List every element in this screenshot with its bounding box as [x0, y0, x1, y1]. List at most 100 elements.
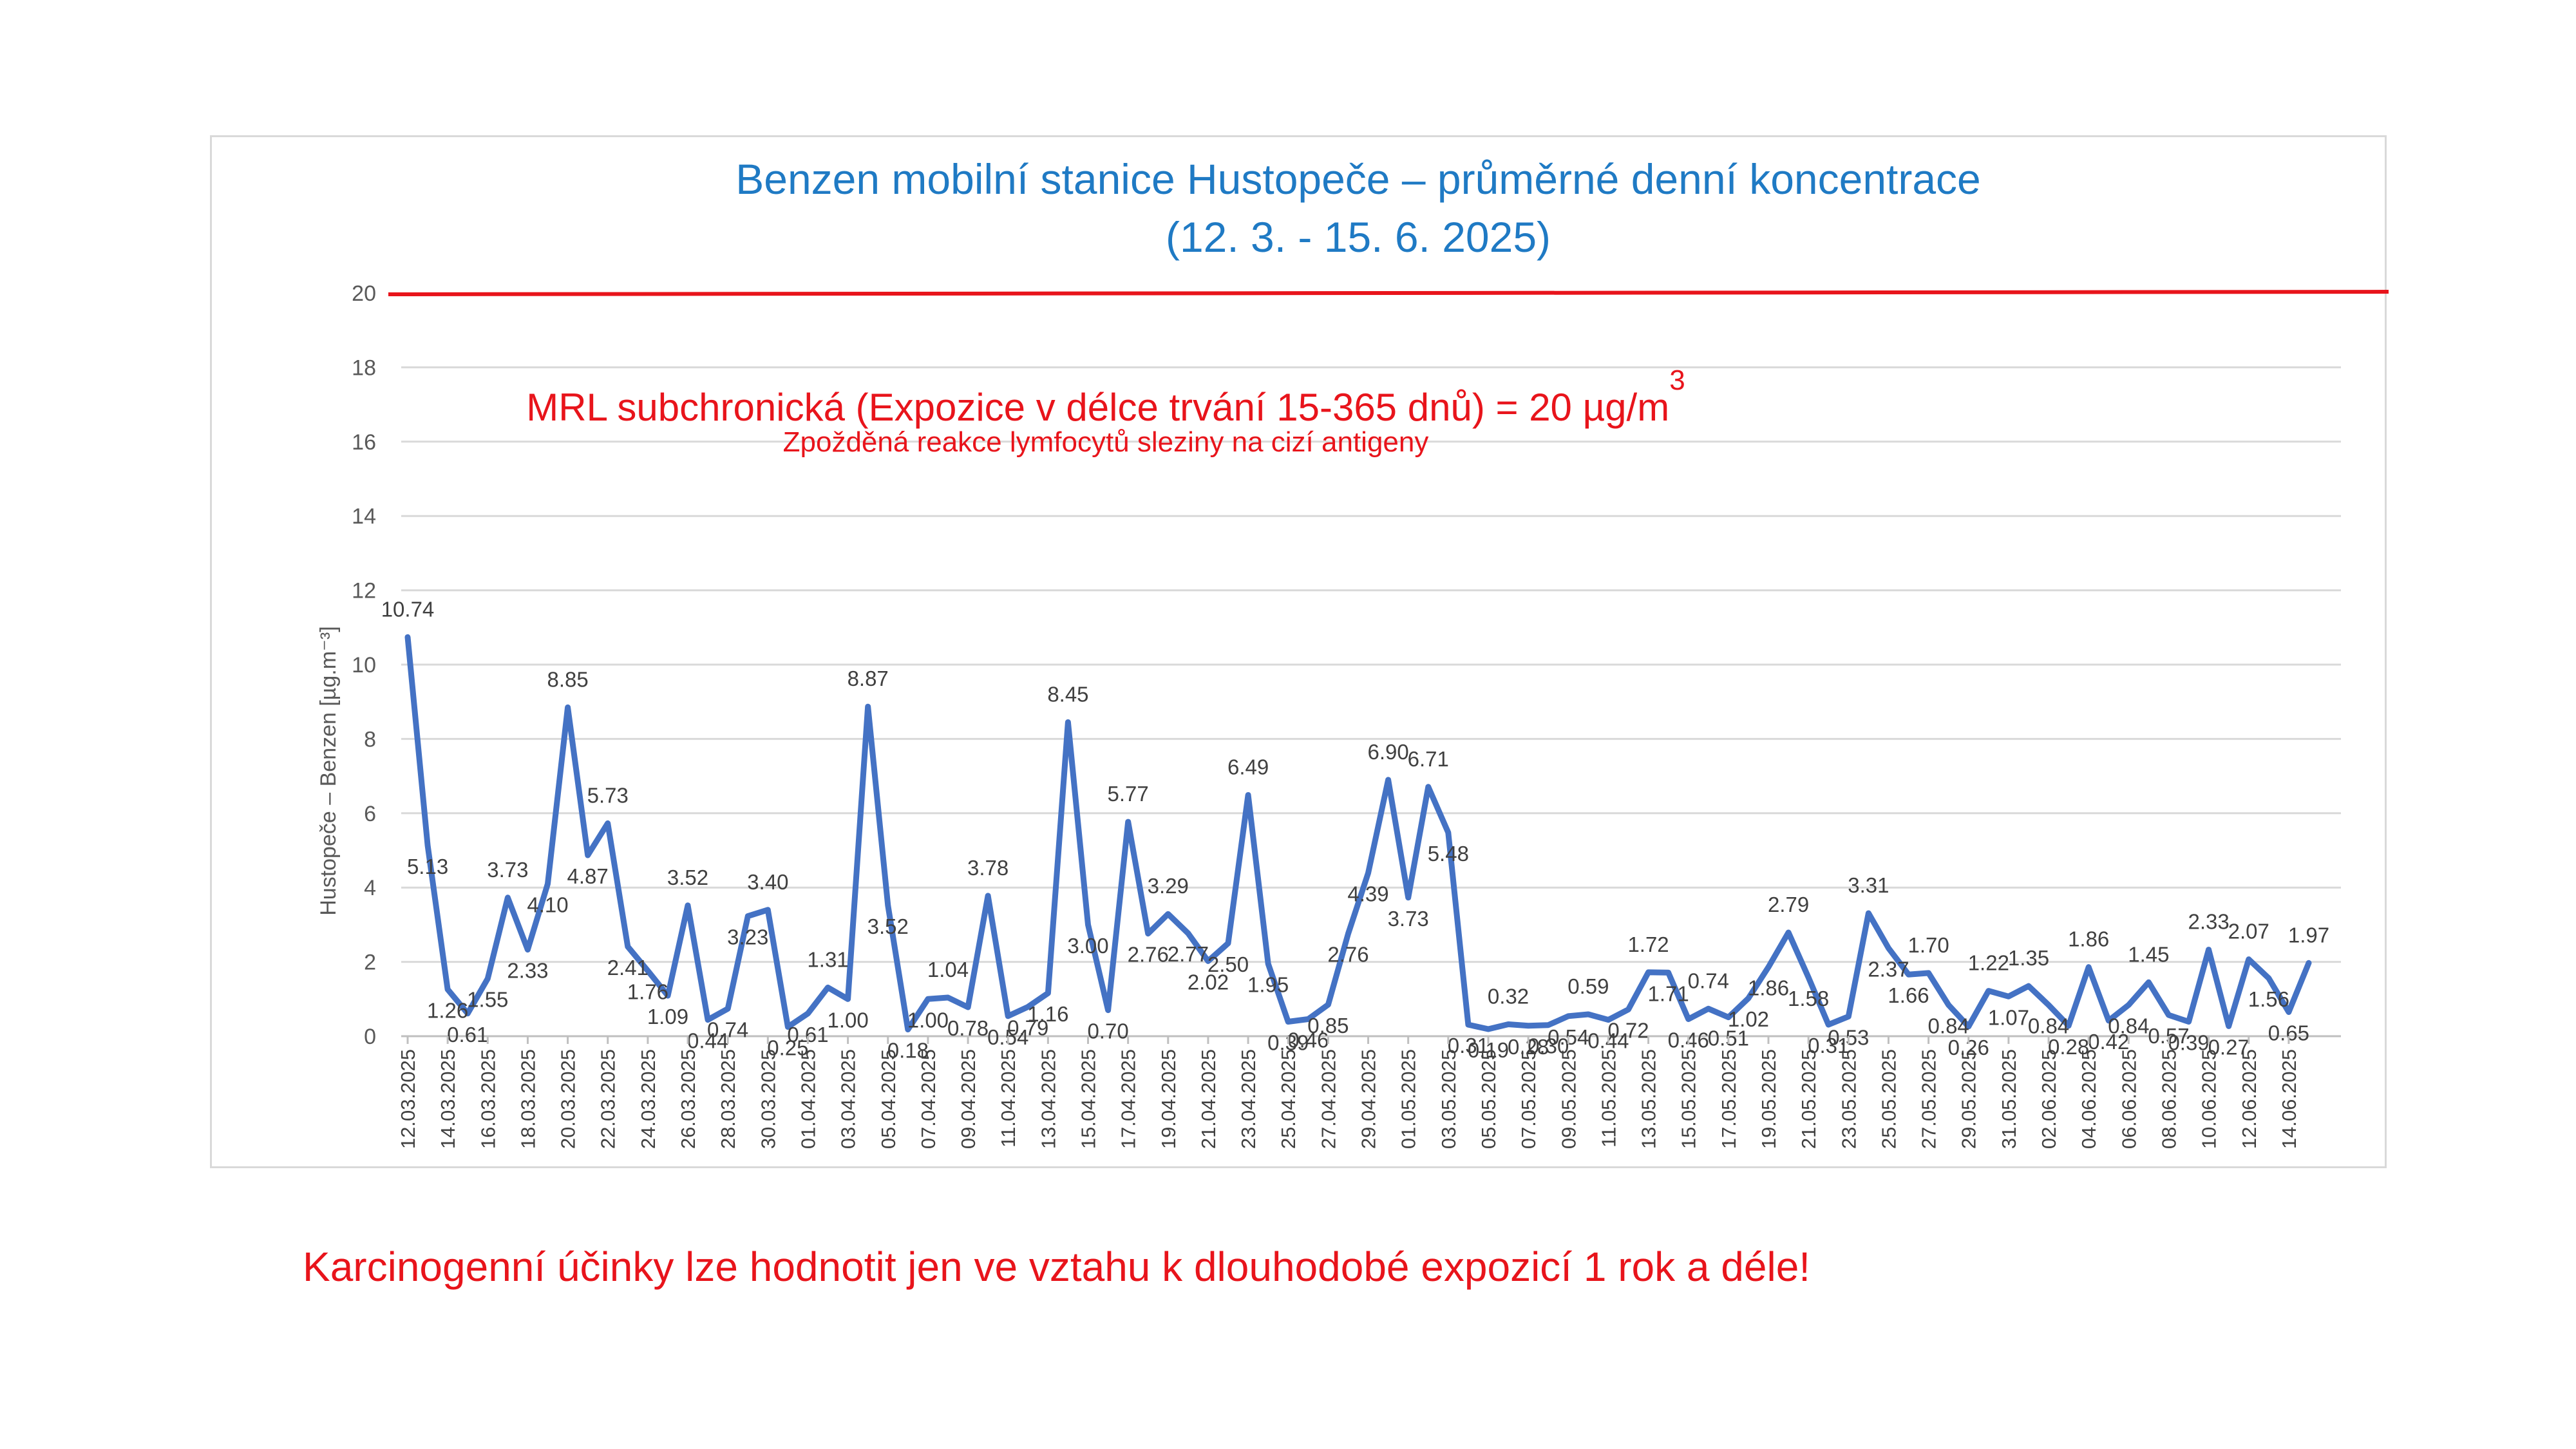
data-point: [926, 998, 929, 1001]
y-tick-label: 16: [352, 430, 376, 455]
data-label: 8.85: [547, 667, 588, 691]
data-label: 1.16: [1027, 1002, 1068, 1026]
data-label: 0.84: [2108, 1014, 2149, 1038]
x-tick-label: 26.03.2025: [677, 1049, 699, 1149]
mrl-sublabel: Zpožděná reakce lymfocytů sleziny na ciz…: [783, 426, 1429, 458]
x-tick-label: 15.05.2025: [1678, 1049, 1700, 1149]
data-point: [1987, 989, 1990, 992]
data-point: [2127, 1003, 2130, 1007]
data-label: 4.10: [527, 893, 568, 916]
x-tick-label: 27.04.2025: [1317, 1049, 1340, 1149]
data-label: 1.58: [1788, 987, 1829, 1010]
data-label: 3.40: [747, 870, 788, 894]
y-tick-label: 12: [352, 579, 376, 603]
data-point: [1827, 1023, 1830, 1027]
x-tick-label: 14.06.2025: [2278, 1049, 2300, 1149]
data-point: [806, 1012, 810, 1015]
data-point: [1707, 1007, 1710, 1010]
data-label: 2.76: [1327, 943, 1368, 967]
data-point: [1327, 1003, 1330, 1006]
data-label: 2.50: [1208, 952, 1249, 976]
data-label: 5.77: [1108, 782, 1149, 806]
data-point: [2107, 1019, 2110, 1022]
data-label: 0.28: [2048, 1035, 2089, 1059]
data-point: [1227, 942, 1230, 945]
data-point: [446, 988, 450, 991]
y-tick-label: 20: [352, 281, 376, 306]
data-point: [1007, 1014, 1010, 1018]
data-label: 0.78: [947, 1016, 989, 1040]
data-label: 4.39: [1347, 882, 1388, 906]
gridlines: [401, 366, 2341, 1037]
data-point: [866, 705, 869, 708]
data-point: [2287, 1010, 2290, 1014]
data-point: [706, 1018, 710, 1021]
data-label: 8.87: [848, 667, 889, 690]
line-chart: Benzen mobilní stanice Hustopeče – průmě…: [316, 155, 2389, 1149]
data-label: 1.22: [1968, 951, 2009, 975]
data-point: [1287, 1020, 1290, 1023]
data-point: [1406, 896, 1410, 899]
x-tick-label: 25.05.2025: [1877, 1049, 1900, 1149]
x-tick-label: 29.04.2025: [1358, 1049, 1380, 1149]
x-tick-label: 31.05.2025: [1998, 1049, 2020, 1149]
data-label: 1.09: [647, 1005, 688, 1028]
x-tick-label: 08.06.2025: [2157, 1049, 2180, 1149]
data-point: [1387, 778, 1390, 781]
data-point: [1867, 912, 1870, 915]
data-label: 1.31: [807, 947, 848, 971]
data-label: 4.87: [567, 864, 609, 888]
data-point: [466, 1012, 469, 1015]
data-point: [626, 945, 629, 948]
data-label: 1.97: [2288, 923, 2329, 947]
x-tick-label: 21.05.2025: [1797, 1049, 1820, 1149]
data-label: 0.44: [687, 1029, 728, 1053]
data-point: [1687, 1018, 1690, 1021]
data-point: [2067, 1024, 2070, 1027]
data-label: 1.71: [1648, 981, 1689, 1005]
x-tick-label: 20.03.2025: [557, 1049, 580, 1149]
chart-title-line-2: (12. 3. - 15. 6. 2025): [1166, 213, 1551, 261]
data-point: [1027, 1005, 1030, 1009]
data-point: [1066, 721, 1070, 724]
data-point: [886, 904, 889, 907]
data-point: [1927, 971, 1930, 974]
data-label: 0.70: [1087, 1019, 1128, 1043]
data-point: [1967, 1025, 1970, 1028]
data-point: [1947, 1003, 1950, 1007]
data-point: [946, 996, 949, 999]
data-point: [566, 706, 569, 709]
x-tick-label: 12.06.2025: [2238, 1049, 2260, 1149]
data-label: 5.73: [587, 783, 629, 807]
x-tick-label: 11.04.2025: [997, 1049, 1019, 1148]
data-label: 2.37: [1868, 957, 1909, 981]
x-tick-label: 15.04.2025: [1077, 1049, 1100, 1149]
data-point: [786, 1025, 790, 1028]
x-tick-label: 25.04.2025: [1277, 1049, 1300, 1149]
data-point: [846, 998, 849, 1001]
data-point: [1466, 1023, 1470, 1027]
data-label: 0.84: [2028, 1014, 2069, 1038]
data-point: [506, 896, 509, 899]
data-label: 0.31: [1448, 1034, 1489, 1057]
data-label: 0.27: [2208, 1035, 2249, 1059]
data-point: [687, 904, 690, 907]
x-tick-label: 28.03.2025: [717, 1049, 739, 1149]
data-label: 3.29: [1148, 874, 1189, 898]
data-point: [746, 914, 750, 918]
x-tick-label: 21.04.2025: [1197, 1049, 1220, 1149]
data-label: 0.85: [1307, 1014, 1349, 1037]
data-point: [726, 1007, 730, 1010]
data-point: [1727, 1016, 1730, 1019]
data-label: 1.00: [907, 1008, 949, 1032]
data-label: 5.13: [407, 855, 448, 878]
x-tick-label: 07.04.2025: [917, 1049, 940, 1149]
data-point: [2307, 961, 2310, 965]
reference-line-group: [388, 290, 2389, 296]
data-label: 1.66: [1888, 983, 1929, 1007]
data-point: [1367, 871, 1370, 875]
y-tick-label: 6: [364, 802, 376, 826]
data-label: 3.52: [667, 866, 708, 889]
data-point: [406, 636, 409, 639]
x-tick-label: 30.03.2025: [757, 1049, 779, 1149]
